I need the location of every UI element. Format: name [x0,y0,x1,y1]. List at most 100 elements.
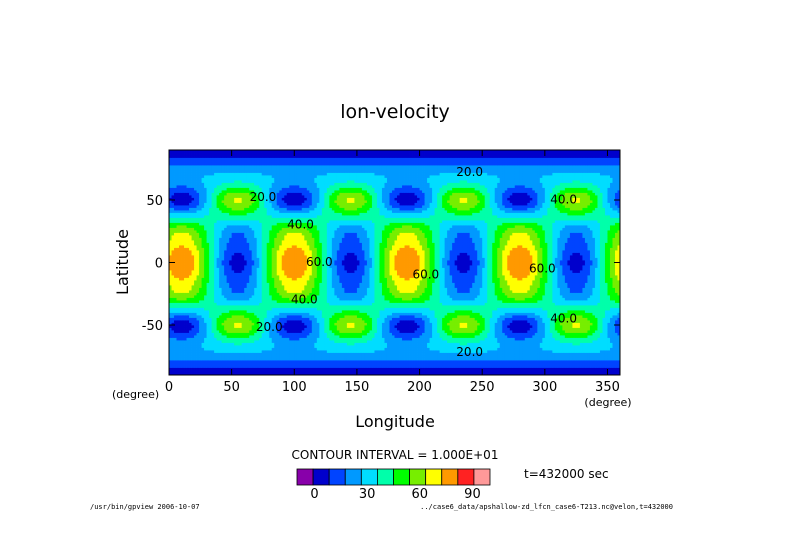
field-cell [324,352,328,356]
field-cell [376,332,380,336]
field-cell [517,330,521,333]
field-cell [266,372,270,376]
field-cell [449,340,453,343]
field-cell [432,362,435,366]
field-cell [617,315,621,318]
field-cell [286,340,290,343]
field-cell [359,330,363,333]
field-cell [381,340,385,343]
field-cell [211,367,215,371]
field-cell [412,335,415,338]
field-cell [554,367,558,371]
field-cell [174,317,177,321]
field-cell [502,345,506,348]
field-cell [407,370,410,373]
field-cell [552,307,556,311]
field-cell [414,305,418,308]
field-cell [249,325,253,328]
field-cell [432,367,435,371]
field-cell [439,335,443,338]
field-cell [381,345,385,348]
field-cell [412,315,415,318]
field-cell [414,372,418,376]
field-cell [194,360,197,363]
field-cell [459,327,463,331]
field-cell [427,337,430,341]
field-cell [542,342,546,346]
field-cell [361,345,365,348]
field-cell [427,345,430,348]
field-cell [572,360,576,363]
field-cell [499,307,503,311]
field-cell [617,355,621,358]
field-cell [316,305,320,308]
field-cell [499,305,503,308]
field-cell [384,325,388,328]
field-cell [454,350,458,353]
field-cell [251,370,255,373]
field-cell [487,365,491,368]
field-cell [604,342,608,346]
field-cell [524,337,528,341]
field-cell [386,370,390,373]
field-cell [346,325,350,328]
field-cell [249,372,253,376]
field-cell [174,312,177,316]
field-cell [604,317,608,321]
field-cell [467,345,471,348]
field-cell [226,355,230,358]
field-cell [502,350,506,353]
field-cell [209,332,212,336]
field-cell [594,372,598,376]
field-cell [587,327,591,331]
field-cell [214,337,218,341]
field-cell [391,345,395,348]
field-cell [169,342,172,346]
field-cell [552,345,556,348]
field-cell [359,362,363,366]
field-cell [296,347,300,351]
field-cell [547,347,551,351]
field-cell [517,337,521,341]
field-cell [246,337,250,341]
field-cell [339,315,343,318]
field-cell [469,330,473,333]
field-cell [271,360,275,363]
field-cell [236,357,240,361]
field-cell [479,342,483,346]
field-cell [599,350,603,353]
field-cell [412,307,415,311]
field-cell [517,360,521,363]
field-cell [359,350,363,353]
field-cell [349,367,353,371]
field-cell [376,317,380,321]
field-cell [206,335,210,338]
field-cell [379,360,383,363]
field-cell [306,345,310,348]
field-cell [376,335,380,338]
field-cell [409,335,413,338]
field-cell [439,330,443,333]
field-cell [261,310,265,313]
field-cell [399,370,403,373]
field-cell [469,355,473,358]
field-cell [462,320,466,323]
field-cell [221,335,225,338]
field-cell [564,355,568,358]
field-cell [472,307,476,311]
field-cell [522,357,526,361]
field-cell [487,347,491,351]
field-cell [452,332,456,336]
field-cell [251,345,255,348]
field-cell [186,330,190,333]
field-cell [201,305,205,308]
field-cell [414,337,418,341]
field-cell [577,315,581,318]
field-cell [371,360,375,363]
field-cell [386,317,390,321]
field-cell [299,357,303,361]
field-cell [224,370,228,373]
field-cell [547,337,551,341]
field-cell [221,345,225,348]
field-cell [522,315,526,318]
